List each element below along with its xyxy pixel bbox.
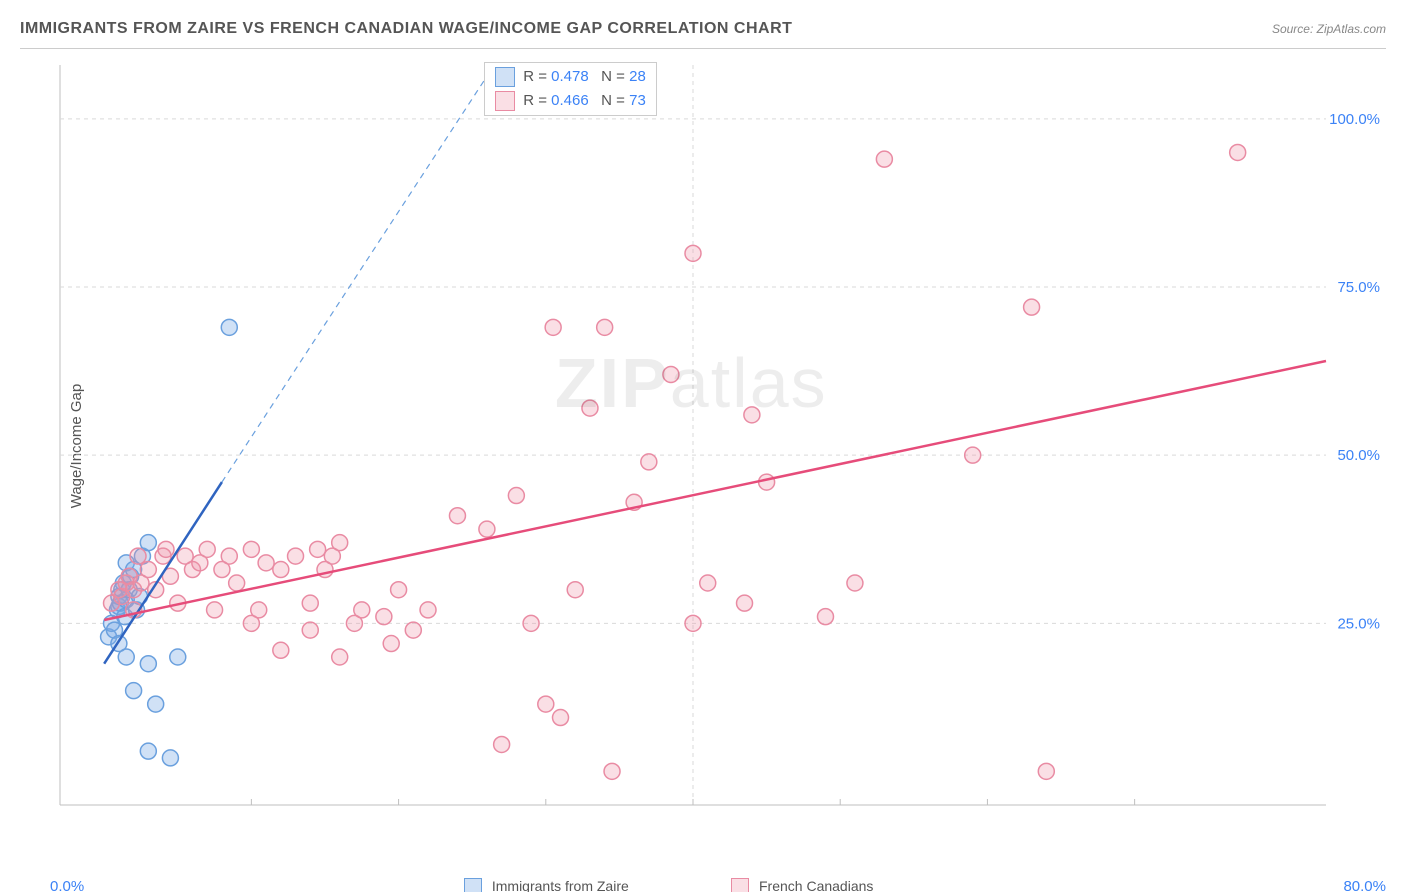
data-point-french (449, 508, 465, 524)
data-point-french (302, 595, 318, 611)
data-point-french (273, 562, 289, 578)
legend-item-french: French Canadians (731, 878, 873, 892)
data-point-french (582, 400, 598, 416)
data-point-zaire (126, 683, 142, 699)
data-point-french (685, 245, 701, 261)
data-point-french (523, 615, 539, 631)
data-point-french (243, 615, 259, 631)
data-point-zaire (162, 750, 178, 766)
data-point-french (545, 319, 561, 335)
legend-label-zaire: Immigrants from Zaire (492, 878, 629, 892)
stats-legend: R = 0.478 N = 28R = 0.466 N = 73 (484, 62, 657, 116)
data-point-french (494, 736, 510, 752)
source-credit: Source: ZipAtlas.com (1272, 22, 1386, 36)
data-point-french (1024, 299, 1040, 315)
data-point-french (383, 636, 399, 652)
chart-title: IMMIGRANTS FROM ZAIRE VS FRENCH CANADIAN… (20, 20, 792, 37)
data-point-french (302, 622, 318, 638)
title-bar: IMMIGRANTS FROM ZAIRE VS FRENCH CANADIAN… (20, 20, 1386, 49)
data-point-zaire (148, 696, 164, 712)
data-point-french (567, 582, 583, 598)
data-point-french (391, 582, 407, 598)
data-point-zaire (140, 656, 156, 672)
stats-row-french: R = 0.466 N = 73 (485, 89, 656, 113)
data-point-french (508, 488, 524, 504)
data-point-french (420, 602, 436, 618)
data-point-french (1038, 763, 1054, 779)
stats-R-french: 0.466 (551, 92, 589, 109)
data-point-french (258, 555, 274, 571)
data-point-french (288, 548, 304, 564)
data-point-french (538, 696, 554, 712)
data-point-french (310, 541, 326, 557)
data-point-zaire (140, 535, 156, 551)
y-tick-label: 75.0% (1337, 279, 1380, 296)
data-point-french (597, 319, 613, 335)
data-point-zaire (140, 743, 156, 759)
data-point-french (479, 521, 495, 537)
data-point-french (604, 763, 620, 779)
stats-N-zaire: 28 (629, 68, 646, 85)
stats-swatch-zaire (495, 67, 515, 87)
plot-area: 25.0%50.0%75.0%100.0% ZIPatlas R = 0.478… (50, 60, 1386, 830)
data-point-french (817, 609, 833, 625)
y-tick-label: 100.0% (1329, 111, 1380, 128)
legend-swatch-french (731, 878, 749, 892)
data-point-french (221, 548, 237, 564)
data-point-french (158, 541, 174, 557)
stats-row-zaire: R = 0.478 N = 28 (485, 65, 656, 89)
stats-swatch-french (495, 91, 515, 111)
y-tick-label: 25.0% (1337, 615, 1380, 632)
data-point-french (847, 575, 863, 591)
data-point-zaire (221, 319, 237, 335)
stats-R-zaire: 0.478 (551, 68, 589, 85)
data-point-french (405, 622, 421, 638)
x-tick-80: 80.0% (1343, 878, 1386, 892)
data-point-french (553, 710, 569, 726)
data-point-french (700, 575, 716, 591)
y-tick-label: 50.0% (1337, 447, 1380, 464)
source-label: Source: (1272, 22, 1317, 36)
data-point-french (199, 541, 215, 557)
data-point-french (965, 447, 981, 463)
source-name: ZipAtlas.com (1317, 22, 1386, 36)
data-point-french (354, 602, 370, 618)
stats-N-french: 73 (629, 92, 646, 109)
data-point-french (207, 602, 223, 618)
data-point-french (641, 454, 657, 470)
data-point-french (376, 609, 392, 625)
legend-label-french: French Canadians (759, 878, 873, 892)
data-point-french (130, 548, 146, 564)
data-point-zaire (170, 649, 186, 665)
data-point-french (140, 562, 156, 578)
trend-line-dash-zaire (222, 65, 494, 482)
data-point-french (876, 151, 892, 167)
data-point-french (744, 407, 760, 423)
data-point-french (737, 595, 753, 611)
data-point-french (663, 366, 679, 382)
data-point-french (229, 575, 245, 591)
legend-item-zaire: Immigrants from Zaire (464, 878, 629, 892)
data-point-french (273, 642, 289, 658)
x-tick-0: 0.0% (50, 878, 84, 892)
legend-swatch-zaire (464, 878, 482, 892)
data-point-french (1230, 144, 1246, 160)
data-point-french (332, 535, 348, 551)
data-point-french (685, 615, 701, 631)
scatter-svg: 25.0% 50.0% 75.0% 100.0% (50, 60, 1386, 830)
data-point-french (759, 474, 775, 490)
data-point-zaire (118, 649, 134, 665)
data-point-french (243, 541, 259, 557)
data-point-french (332, 649, 348, 665)
chart-root: IMMIGRANTS FROM ZAIRE VS FRENCH CANADIAN… (0, 0, 1406, 892)
